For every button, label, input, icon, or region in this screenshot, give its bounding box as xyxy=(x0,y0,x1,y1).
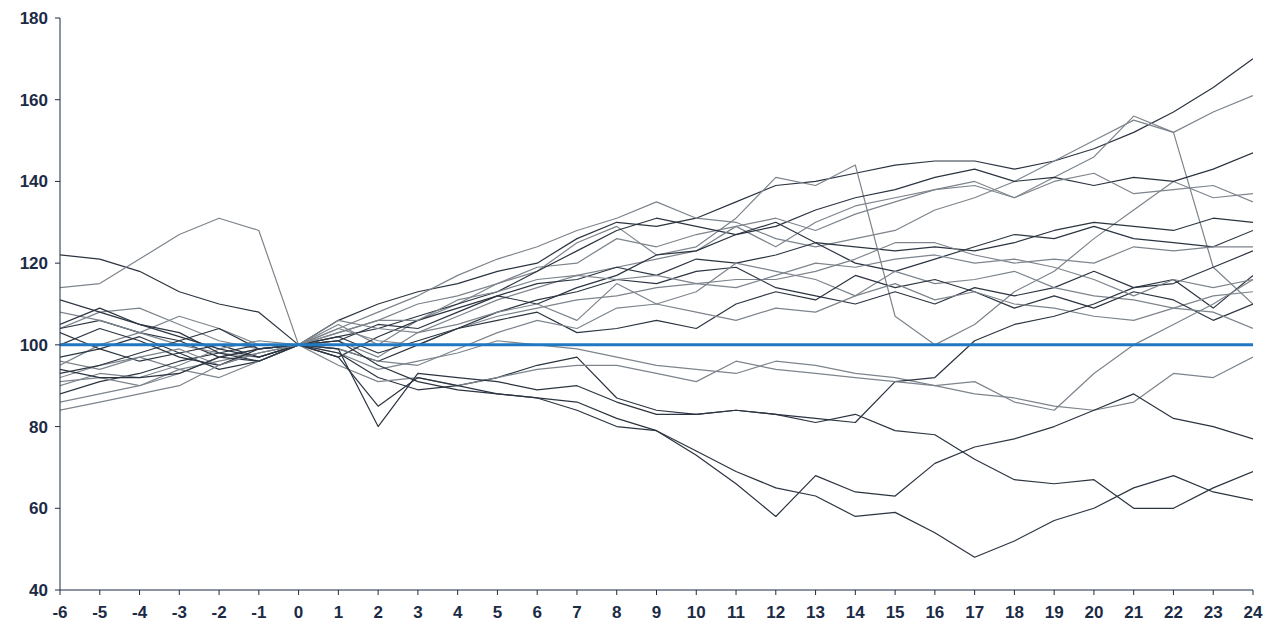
series-line xyxy=(60,165,1253,377)
x-tick-label: -4 xyxy=(132,603,148,622)
x-tick xyxy=(1253,590,1254,595)
x-tick-label: 18 xyxy=(1005,603,1024,622)
x-tick-label: 20 xyxy=(1084,603,1103,622)
x-tick-label: 0 xyxy=(294,603,303,622)
y-tick-label: 120 xyxy=(20,254,48,273)
x-tick xyxy=(934,590,935,595)
y-tick-label: 80 xyxy=(29,418,48,437)
x-tick xyxy=(457,590,458,595)
series-line xyxy=(60,345,1253,508)
x-tick-label: 24 xyxy=(1244,603,1263,622)
series-line xyxy=(60,341,1253,410)
x-tick xyxy=(497,590,498,595)
x-tick-label: 13 xyxy=(806,603,825,622)
x-tick-label: 4 xyxy=(453,603,463,622)
x-tick-label: 2 xyxy=(373,603,382,622)
y-tick xyxy=(55,426,60,427)
x-tick xyxy=(736,590,737,595)
x-tick-label: 7 xyxy=(572,603,581,622)
x-tick xyxy=(179,590,180,595)
x-tick-label: 16 xyxy=(925,603,944,622)
x-tick xyxy=(99,590,100,595)
x-tick-label: 21 xyxy=(1124,603,1143,622)
x-tick xyxy=(417,590,418,595)
series-line xyxy=(60,96,1253,345)
x-tick-label: 23 xyxy=(1204,603,1223,622)
x-tick-label: 3 xyxy=(413,603,422,622)
series-line xyxy=(60,218,1253,369)
x-tick xyxy=(537,590,538,595)
series-line xyxy=(60,343,1253,346)
x-tick-label: -5 xyxy=(92,603,107,622)
x-tick-label: 22 xyxy=(1164,603,1183,622)
x-tick xyxy=(60,590,61,595)
x-tick xyxy=(1133,590,1134,595)
series-line xyxy=(60,153,1253,361)
x-tick-label: -2 xyxy=(212,603,227,622)
x-tick xyxy=(219,590,220,595)
y-tick xyxy=(55,99,60,100)
x-tick xyxy=(974,590,975,595)
x-tick xyxy=(378,590,379,595)
x-tick xyxy=(895,590,896,595)
x-tick xyxy=(616,590,617,595)
x-tick xyxy=(1093,590,1094,595)
x-tick-label: -1 xyxy=(251,603,266,622)
y-tick xyxy=(55,590,60,591)
x-tick-label: 14 xyxy=(846,603,865,622)
series-line xyxy=(60,222,1253,394)
y-tick xyxy=(55,18,60,19)
series-group xyxy=(60,59,1253,557)
x-tick xyxy=(775,590,776,595)
y-tick-label: 100 xyxy=(20,336,48,355)
x-tick-label: 17 xyxy=(965,603,984,622)
y-tick xyxy=(55,263,60,264)
x-tick xyxy=(1014,590,1015,595)
y-tick-label: 180 xyxy=(20,9,48,28)
x-tick xyxy=(696,590,697,595)
x-tick-label: 15 xyxy=(886,603,905,622)
series-line xyxy=(60,173,1253,365)
series-line xyxy=(60,279,1253,410)
x-tick-label: 6 xyxy=(532,603,541,622)
series-line xyxy=(60,308,1253,557)
series-line xyxy=(60,251,1253,423)
x-tick-label: -3 xyxy=(172,603,187,622)
x-tick xyxy=(855,590,856,595)
x-tick xyxy=(1213,590,1214,595)
x-tick xyxy=(815,590,816,595)
x-tick xyxy=(258,590,259,595)
series-line xyxy=(60,284,1253,402)
x-tick-label: 5 xyxy=(493,603,502,622)
y-tick-label: 60 xyxy=(29,499,48,518)
x-tick-label: 19 xyxy=(1045,603,1064,622)
chart: 406080100120140160180-6-5-4-3-2-10123456… xyxy=(0,0,1280,635)
x-tick-label: -6 xyxy=(52,603,67,622)
series-line xyxy=(60,267,1253,361)
x-tick-label: 12 xyxy=(766,603,785,622)
y-tick xyxy=(55,181,60,182)
x-tick xyxy=(139,590,140,595)
x-tick xyxy=(338,590,339,595)
series-line xyxy=(60,243,1253,357)
x-tick xyxy=(1173,590,1174,595)
x-tick xyxy=(1054,590,1055,595)
x-tick xyxy=(656,590,657,595)
x-tick-label: 11 xyxy=(727,603,745,622)
x-tick-label: 10 xyxy=(687,603,706,622)
y-tick xyxy=(55,344,60,345)
series-line xyxy=(60,300,1253,517)
x-tick xyxy=(576,590,577,595)
y-tick xyxy=(55,508,60,509)
series-line xyxy=(60,255,1253,410)
y-tick-label: 160 xyxy=(20,91,48,110)
y-tick-label: 140 xyxy=(20,172,48,191)
y-tick-label: 40 xyxy=(29,581,48,600)
x-tick-label: 1 xyxy=(334,603,343,622)
x-tick xyxy=(298,590,299,595)
x-tick-label: 8 xyxy=(612,603,621,622)
x-tick-label: 9 xyxy=(652,603,661,622)
y-axis xyxy=(60,18,61,590)
